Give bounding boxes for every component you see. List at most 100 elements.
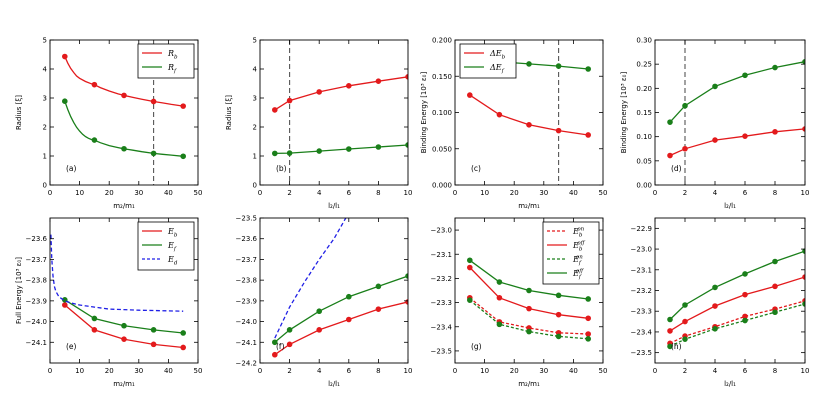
x-tick-label: 8 xyxy=(773,367,777,375)
y-tick-label: −23.9 xyxy=(236,297,257,305)
legend-sub: f xyxy=(578,275,582,281)
y-tick-label: 0 xyxy=(253,182,257,190)
data-point xyxy=(180,330,186,336)
data-point xyxy=(150,327,157,333)
data-point xyxy=(802,301,805,307)
data-point xyxy=(526,328,532,335)
x-tick-label: 40 xyxy=(164,189,173,197)
data-point xyxy=(286,97,293,104)
data-point xyxy=(91,315,98,322)
data-point xyxy=(180,103,186,109)
panel-label: (g) xyxy=(471,342,482,351)
data-point xyxy=(682,145,688,152)
y-tick-label: −23.5 xyxy=(431,347,452,355)
axes-frame xyxy=(259,217,409,364)
series-line-E_b xyxy=(274,301,408,356)
data-point xyxy=(150,341,157,348)
y-tick-label: −23.1 xyxy=(431,251,452,259)
legend-sub: f xyxy=(173,247,177,253)
panel-g: 0 10 20 30 40 50 −23.5 −23.4 −23.3 −23.2 −23.1 −23.… xyxy=(431,217,607,388)
data-point xyxy=(180,344,186,351)
series-line-E_b^on xyxy=(469,297,589,335)
x-tick-label: 0 xyxy=(653,367,657,375)
data-point xyxy=(272,339,278,346)
y-tick-label: 2 xyxy=(253,124,257,132)
y-tick-label: 0.25 xyxy=(636,61,652,69)
data-point xyxy=(682,302,688,308)
x-tick-label: 40 xyxy=(164,367,173,375)
legend-entry-ΔE_f: ΔEf xyxy=(489,63,505,75)
x-tick-label: 30 xyxy=(539,189,548,197)
legend-main: ΔE xyxy=(489,63,502,72)
x-tick-label: 0 xyxy=(48,189,52,197)
data-point xyxy=(62,302,68,308)
data-point xyxy=(682,102,688,109)
panel-label: (a) xyxy=(66,164,77,173)
data-point xyxy=(272,107,278,113)
legend-main: E xyxy=(572,269,579,278)
y-tick-label: 1 xyxy=(43,153,47,161)
x-tick-label: 20 xyxy=(105,189,114,197)
data-point xyxy=(405,142,408,148)
y-tick-label: 0.30 xyxy=(636,37,652,45)
data-point xyxy=(742,271,748,277)
y-tick-label: −23.7 xyxy=(26,256,47,264)
legend-box xyxy=(459,43,517,79)
legend-entry-E_b^on: Ebon xyxy=(572,227,585,239)
legend-entry-E_f: Ef xyxy=(167,241,177,253)
data-point xyxy=(772,258,778,265)
x-tick-label: 20 xyxy=(105,367,114,375)
data-point xyxy=(496,111,503,118)
series-line-ΔE_b xyxy=(669,128,805,157)
x-tick-label: 0 xyxy=(258,367,262,375)
data-point xyxy=(742,72,748,79)
y-tick-label: −23.7 xyxy=(236,256,257,264)
data-point xyxy=(62,98,68,104)
legend-sub: b xyxy=(579,247,583,253)
x-tick-label: 50 xyxy=(599,189,608,197)
x-tick-label: 2 xyxy=(683,189,687,197)
y-tick-label: −23.1 xyxy=(631,266,652,274)
series-line-R_b xyxy=(274,76,408,111)
legend-entry-E_b^off: Eboff xyxy=(572,241,586,253)
legend: Eb Ef Ed xyxy=(137,221,195,271)
data-point xyxy=(316,148,323,154)
x-tick-label: 10 xyxy=(404,367,413,375)
x-tick-label: 0 xyxy=(453,367,457,375)
x-tick-label: 6 xyxy=(347,367,352,375)
x-axis-label: m₂/m₁ xyxy=(518,202,540,210)
legend-main: E xyxy=(167,255,174,264)
data-point xyxy=(772,129,778,135)
data-point xyxy=(121,322,127,329)
legend-entry-R_f: Rf xyxy=(167,63,177,75)
data-point xyxy=(121,336,127,342)
series-line-E_f^off xyxy=(669,250,805,320)
legend-sub: b xyxy=(174,233,178,239)
y-tick-label: −24.1 xyxy=(236,339,257,347)
data-point xyxy=(467,297,473,303)
x-tick-label: 50 xyxy=(194,189,203,197)
data-point xyxy=(585,336,592,342)
y-tick-label: 0.20 xyxy=(636,85,652,93)
series-line-E_b^off xyxy=(669,276,805,332)
data-point xyxy=(405,74,408,80)
y-tick-label: 4 xyxy=(253,66,258,74)
data-point xyxy=(585,296,592,302)
legend-entry-E_d: Ed xyxy=(167,255,178,267)
y-tick-label: 0.10 xyxy=(636,133,652,141)
data-point xyxy=(346,316,352,323)
data-point xyxy=(121,145,127,152)
panel-label: (h) xyxy=(671,342,682,351)
data-point xyxy=(496,279,503,285)
series-line-E_d xyxy=(274,218,347,339)
legend-entry-E_f^on: Efon xyxy=(572,255,583,267)
x-tick-label: 30 xyxy=(134,189,143,197)
data-point xyxy=(496,321,503,328)
legend-sub: d xyxy=(174,261,178,267)
legend-main: ΔE xyxy=(489,49,502,58)
data-point xyxy=(802,248,805,254)
y-tick-label: 0.000 xyxy=(432,182,452,190)
data-point xyxy=(405,273,408,279)
